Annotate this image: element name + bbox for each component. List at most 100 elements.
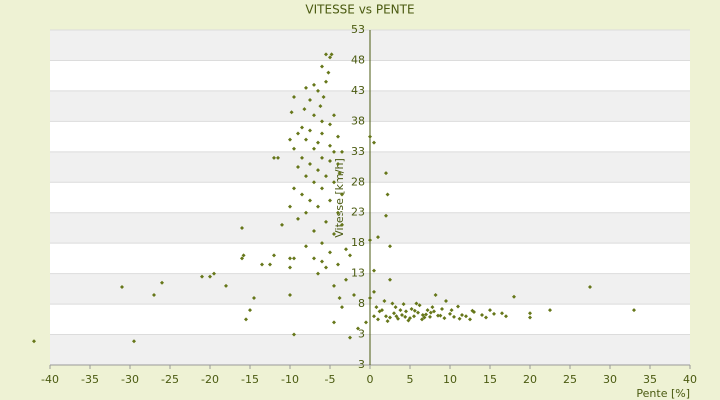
point xyxy=(132,339,136,344)
point xyxy=(336,162,340,166)
point xyxy=(417,303,422,308)
point xyxy=(440,306,444,311)
point xyxy=(332,320,336,325)
point xyxy=(372,289,376,294)
point xyxy=(396,316,400,321)
point xyxy=(312,229,316,233)
point xyxy=(328,198,332,203)
x-tick-label: 20 xyxy=(523,373,537,386)
point xyxy=(432,309,436,314)
point xyxy=(340,149,344,154)
point xyxy=(468,317,472,322)
point xyxy=(308,128,312,133)
point xyxy=(376,235,380,240)
x-tick-label: -10 xyxy=(281,373,299,386)
point xyxy=(436,313,440,318)
point xyxy=(280,222,284,227)
x-axis-label: Pente [%] xyxy=(636,387,690,400)
point xyxy=(304,244,308,249)
x-tick-label: 10 xyxy=(443,373,457,386)
point xyxy=(328,55,332,60)
point xyxy=(632,308,636,313)
point xyxy=(328,143,332,148)
point xyxy=(500,311,504,316)
point xyxy=(348,253,352,258)
point xyxy=(528,315,532,320)
point xyxy=(288,265,292,270)
point xyxy=(308,98,312,103)
point xyxy=(296,216,300,221)
point xyxy=(208,274,212,279)
x-tick-label: 35 xyxy=(643,373,657,386)
x-tick-label: -25 xyxy=(161,373,179,386)
point xyxy=(372,268,376,273)
point xyxy=(332,149,336,154)
point xyxy=(320,259,324,264)
point xyxy=(385,192,390,197)
point xyxy=(308,198,312,203)
point xyxy=(316,88,320,93)
point xyxy=(414,301,419,306)
point xyxy=(332,113,336,118)
point xyxy=(316,140,320,145)
point xyxy=(318,104,323,109)
point xyxy=(388,277,392,282)
point xyxy=(320,119,324,124)
point xyxy=(320,131,324,136)
x-tick-label: -15 xyxy=(241,373,259,386)
x-tick-label: 40 xyxy=(683,373,697,386)
point xyxy=(302,107,307,112)
point xyxy=(337,171,342,176)
point xyxy=(288,292,292,297)
point xyxy=(324,79,328,84)
point xyxy=(340,192,344,197)
point xyxy=(336,134,340,139)
point xyxy=(316,271,320,276)
point xyxy=(464,314,468,319)
point xyxy=(374,305,379,310)
point xyxy=(300,155,304,160)
point xyxy=(260,262,264,267)
y-tick-label: 18 xyxy=(351,236,365,249)
point xyxy=(368,238,372,243)
y-tick-label: 38 xyxy=(351,114,365,127)
point xyxy=(336,210,340,215)
y-tick-label: 43 xyxy=(351,84,365,97)
point xyxy=(200,274,204,279)
point xyxy=(392,311,396,316)
point xyxy=(272,253,276,258)
point xyxy=(460,313,464,318)
point xyxy=(304,174,308,179)
point xyxy=(152,292,156,297)
point xyxy=(422,315,427,320)
point xyxy=(288,204,292,209)
y-tick-label: 8 xyxy=(358,297,365,310)
point xyxy=(364,320,368,325)
point xyxy=(393,305,398,310)
point xyxy=(324,265,328,270)
point xyxy=(382,299,387,304)
point xyxy=(394,314,399,319)
point xyxy=(438,313,443,318)
x-tick-label: -35 xyxy=(81,373,99,386)
point xyxy=(329,52,334,57)
point xyxy=(344,277,348,282)
point xyxy=(384,314,388,319)
point xyxy=(416,310,420,315)
point xyxy=(442,316,447,321)
x-tick-label: -5 xyxy=(325,373,336,386)
y-tick-label: 48 xyxy=(351,53,365,66)
point xyxy=(512,294,516,299)
point xyxy=(292,256,296,261)
point xyxy=(384,213,388,218)
x-tick-label: -40 xyxy=(41,373,59,386)
point xyxy=(332,232,336,237)
point xyxy=(296,131,300,136)
point xyxy=(444,299,448,304)
point xyxy=(248,308,252,313)
point xyxy=(316,168,320,173)
point xyxy=(268,262,272,267)
point xyxy=(244,317,248,322)
point xyxy=(304,137,308,142)
